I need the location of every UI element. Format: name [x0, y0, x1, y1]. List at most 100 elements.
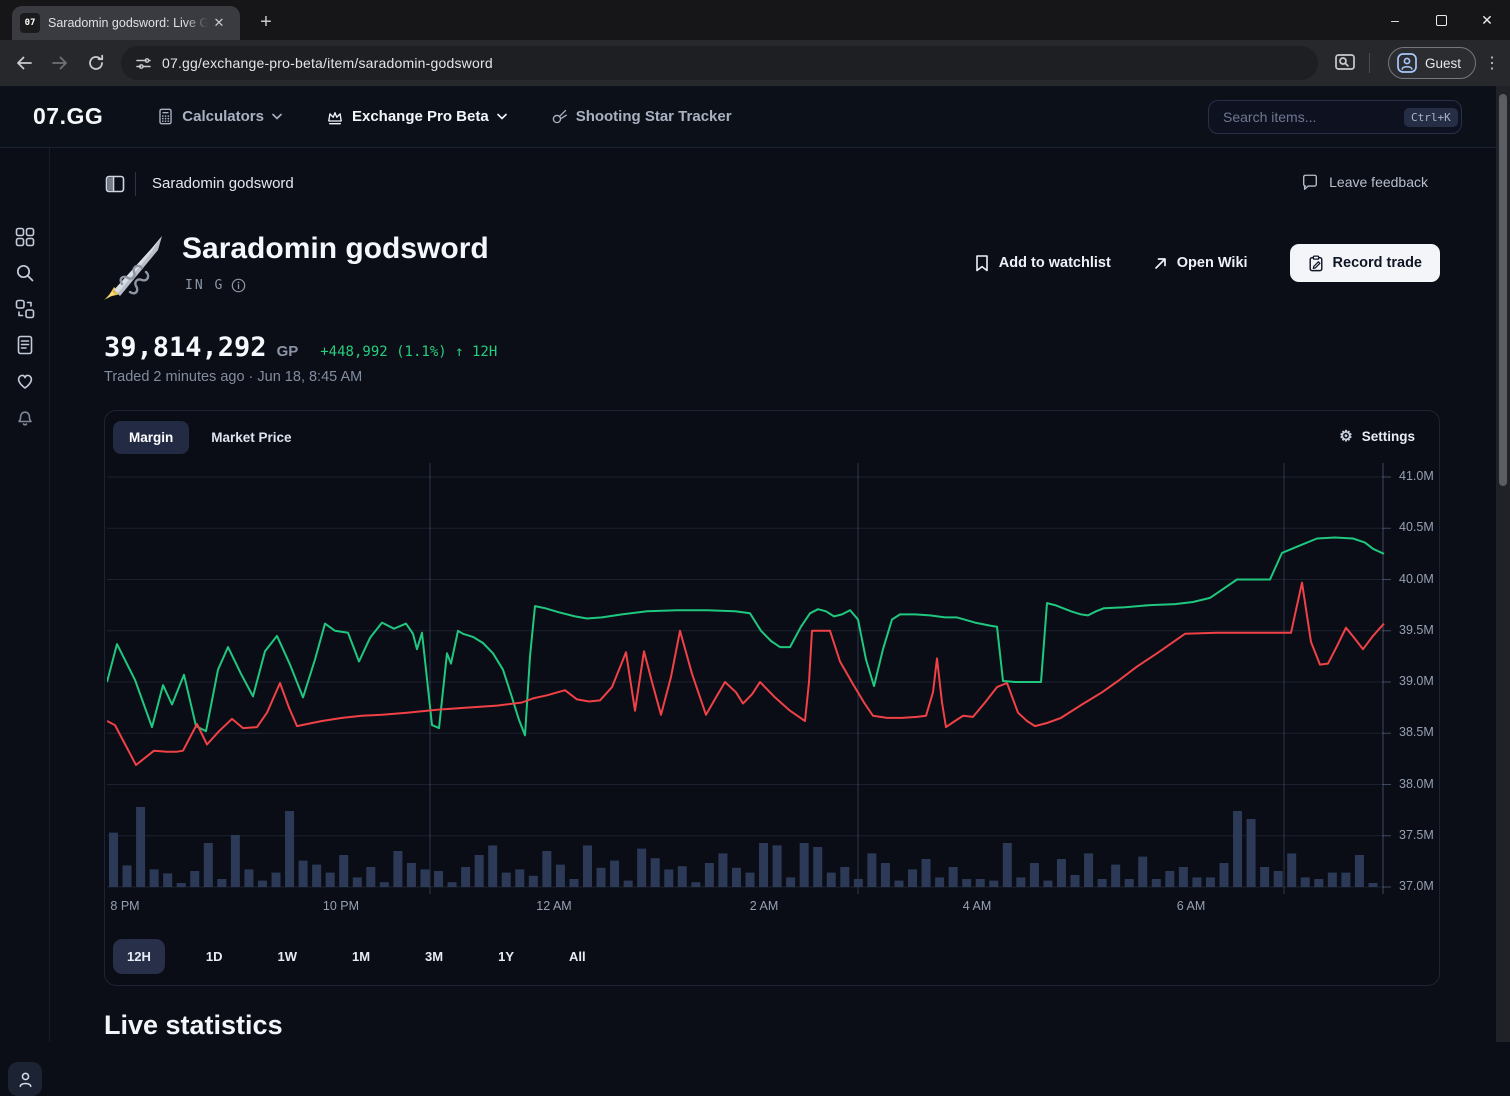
range-1y[interactable]: 1Y — [484, 939, 528, 974]
sidebar-item-dashboard[interactable] — [15, 227, 35, 247]
tab-margin[interactable]: Margin — [113, 421, 189, 454]
profile-label: Guest — [1425, 56, 1461, 71]
volume-bar — [461, 867, 470, 887]
open-wiki-button[interactable]: Open Wiki — [1153, 255, 1248, 271]
volume-bar — [393, 851, 402, 887]
volume-bar — [1301, 877, 1310, 887]
nav-shooting-star[interactable]: Shooting Star Tracker — [551, 108, 732, 125]
range-1d[interactable]: 1D — [192, 939, 237, 974]
volume-bar — [1233, 811, 1242, 887]
sidebar-item-compare[interactable] — [15, 299, 35, 319]
maximize-icon — [1436, 15, 1447, 26]
volume-bar — [407, 863, 416, 887]
toolbar-divider — [1369, 53, 1370, 73]
browser-menu-button[interactable]: ⋮ — [1476, 47, 1508, 79]
window-close-button[interactable]: ✕ — [1464, 0, 1510, 40]
volume-bar — [1016, 877, 1025, 887]
volume-bar — [786, 877, 795, 887]
forward-icon — [50, 53, 70, 73]
back-icon — [14, 53, 34, 73]
comet-icon — [551, 108, 568, 125]
leave-feedback-button[interactable]: Leave feedback — [1301, 173, 1428, 191]
heart-icon — [15, 371, 35, 391]
sidebar-item-search[interactable] — [15, 263, 35, 283]
new-tab-button[interactable]: + — [252, 8, 280, 36]
volume-bar — [678, 866, 687, 887]
window-maximize-button[interactable] — [1418, 0, 1464, 40]
site-info-icon[interactable] — [135, 55, 152, 72]
url-text: 07.gg/exchange-pro-beta/item/saradomin-g… — [162, 55, 493, 71]
volume-bar — [515, 869, 524, 887]
x-axis-tick: 12 AM — [526, 899, 582, 913]
price-chart[interactable]: 41.0M40.5M40.0M39.5M39.0M38.5M38.0M37.5M… — [107, 463, 1437, 933]
sidebar-item-favorites[interactable] — [15, 371, 35, 391]
search-tabs-button[interactable] — [1332, 49, 1358, 75]
record-trade-button[interactable]: Record trade — [1290, 244, 1440, 282]
volume-bar — [244, 869, 253, 887]
volume-bar — [150, 869, 159, 887]
range-all[interactable]: All — [555, 939, 600, 974]
tab-market-price[interactable]: Market Price — [195, 421, 307, 454]
user-account-button[interactable] — [8, 1062, 42, 1096]
volume-bar — [1098, 879, 1107, 887]
volume-bar — [894, 881, 903, 887]
chart-settings-button[interactable]: ⚙ Settings — [1339, 427, 1415, 445]
panel-toggle-button[interactable] — [104, 173, 126, 195]
search-input[interactable] — [1223, 109, 1404, 125]
volume-bar — [1368, 883, 1377, 887]
tab-close-icon[interactable]: ✕ — [210, 14, 228, 32]
nav-label: Exchange Pro Beta — [352, 108, 489, 125]
volume-bar — [556, 865, 565, 887]
search-box[interactable]: Ctrl+K — [1208, 100, 1462, 134]
volume-bar — [1138, 857, 1147, 887]
volume-bar — [881, 863, 890, 887]
volume-bar — [326, 873, 335, 887]
volume-bar — [1219, 863, 1228, 887]
nav-exchange-pro[interactable]: Exchange Pro Beta — [326, 108, 507, 125]
window-minimize-button[interactable]: – — [1372, 0, 1418, 40]
range-12h[interactable]: 12H — [113, 939, 165, 974]
add-to-watchlist-button[interactable]: Add to watchlist — [974, 254, 1111, 272]
volume-bar — [867, 853, 876, 887]
arrow-up-right-icon — [1153, 256, 1168, 271]
volume-bar — [123, 865, 132, 887]
current-price: 39,814,292 — [104, 332, 267, 363]
volume-bar — [217, 879, 226, 887]
volume-bar — [366, 867, 375, 887]
site-logo[interactable]: 07.GG — [33, 103, 103, 130]
breadcrumb: Saradomin godsword Leave feedback — [104, 170, 1428, 200]
nav-calculators[interactable]: Calculators — [157, 108, 282, 125]
bell-icon — [15, 407, 35, 427]
y-axis-tick: 39.0M — [1399, 674, 1439, 688]
back-button[interactable] — [8, 47, 40, 79]
volume-bar — [705, 863, 714, 887]
volume-bar — [231, 835, 240, 887]
range-1m[interactable]: 1M — [338, 939, 384, 974]
calculator-icon — [157, 108, 174, 125]
volume-bar — [177, 883, 186, 887]
forward-button[interactable] — [44, 47, 76, 79]
volume-bar — [258, 881, 267, 887]
page-scrollbar[interactable] — [1496, 86, 1510, 1042]
range-3m[interactable]: 3M — [411, 939, 457, 974]
chart-canvas[interactable] — [107, 463, 1437, 909]
scrollbar-thumb[interactable] — [1499, 94, 1507, 486]
volume-bar — [759, 843, 768, 887]
last-traded: Traded 2 minutes ago · Jun 18, 8:45 AM — [104, 369, 362, 385]
reload-button[interactable] — [80, 47, 112, 79]
volume-bar — [190, 871, 199, 887]
volume-bar — [854, 879, 863, 887]
range-1w[interactable]: 1W — [263, 939, 311, 974]
y-axis-tick: 39.5M — [1399, 623, 1439, 637]
profile-button[interactable]: Guest — [1388, 47, 1476, 79]
address-bar[interactable]: 07.gg/exchange-pro-beta/item/saradomin-g… — [121, 46, 1318, 80]
volume-bar — [1341, 873, 1350, 887]
volume-bar — [204, 843, 213, 887]
browser-tab[interactable]: 07 Saradomin godsword: Live GE P ✕ — [12, 6, 240, 40]
y-axis-tick: 40.5M — [1399, 520, 1439, 534]
info-icon[interactable] — [231, 278, 246, 293]
sidebar-item-log[interactable] — [15, 335, 35, 355]
breadcrumb-item: Saradomin godsword — [152, 175, 294, 192]
volume-bar — [312, 865, 321, 887]
sidebar-item-alerts[interactable] — [15, 407, 35, 427]
